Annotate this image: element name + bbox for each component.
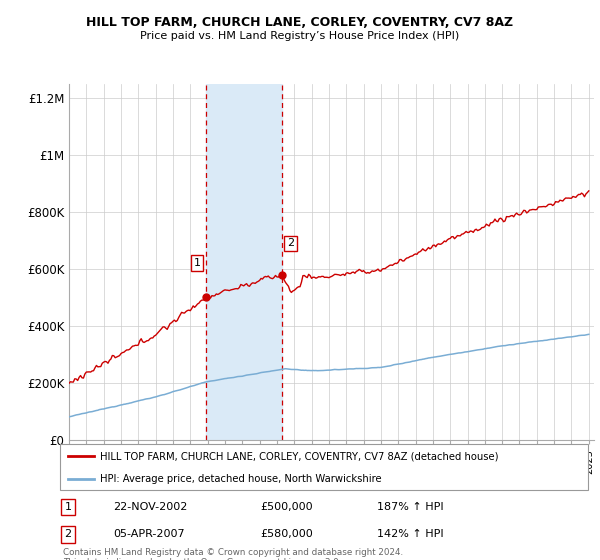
Text: 142% ↑ HPI: 142% ↑ HPI <box>377 529 443 539</box>
Bar <box>206 84 281 440</box>
Text: 22-NOV-2002: 22-NOV-2002 <box>113 502 187 512</box>
Text: 1: 1 <box>64 502 71 512</box>
Text: HILL TOP FARM, CHURCH LANE, CORLEY, COVENTRY, CV7 8AZ: HILL TOP FARM, CHURCH LANE, CORLEY, COVE… <box>86 16 514 29</box>
Text: HPI: Average price, detached house, North Warwickshire: HPI: Average price, detached house, Nort… <box>100 474 381 483</box>
Text: Price paid vs. HM Land Registry’s House Price Index (HPI): Price paid vs. HM Land Registry’s House … <box>140 31 460 41</box>
Text: Contains HM Land Registry data © Crown copyright and database right 2024.
This d: Contains HM Land Registry data © Crown c… <box>63 548 403 560</box>
Text: £580,000: £580,000 <box>260 529 313 539</box>
Text: 05-APR-2007: 05-APR-2007 <box>113 529 184 539</box>
FancyBboxPatch shape <box>60 444 588 490</box>
Text: 1: 1 <box>194 258 201 268</box>
Text: £500,000: £500,000 <box>260 502 313 512</box>
Text: 187% ↑ HPI: 187% ↑ HPI <box>377 502 443 512</box>
Text: 2: 2 <box>64 529 71 539</box>
Text: 2: 2 <box>287 239 294 248</box>
Text: HILL TOP FARM, CHURCH LANE, CORLEY, COVENTRY, CV7 8AZ (detached house): HILL TOP FARM, CHURCH LANE, CORLEY, COVE… <box>100 451 498 461</box>
